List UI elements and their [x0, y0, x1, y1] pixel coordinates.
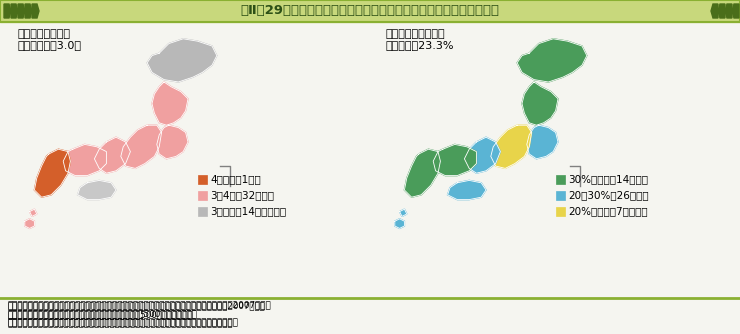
Polygon shape	[34, 149, 70, 197]
Polygon shape	[157, 125, 188, 159]
Text: 20%未満　（7都府県）: 20%未満 （7都府県）	[568, 206, 648, 216]
Polygon shape	[11, 4, 18, 18]
Text: 注：１）完全給食を実施する公立小・中学校のうち、約500校を対象に実施: 注：１）完全給食を実施する公立小・中学校のうち、約500校を対象に実施	[8, 310, 194, 319]
Polygon shape	[491, 125, 531, 168]
Polygon shape	[152, 82, 188, 125]
Text: 20〜30%（26府県）: 20〜30%（26府県）	[568, 190, 649, 200]
Polygon shape	[448, 180, 486, 200]
Polygon shape	[63, 144, 107, 176]
Polygon shape	[517, 39, 587, 82]
Text: ２）使用割合は、学校給食に使用した食品数のうち、地域の食品数の割合（食材数ベース）: ２）使用割合は、学校給食に使用した食品数のうち、地域の食品数の割合（食材数ベース…	[8, 318, 239, 327]
Polygon shape	[25, 219, 34, 228]
Bar	[556, 175, 565, 184]
Text: 30%超　　（14道県）: 30%超 （14道県）	[568, 174, 648, 184]
Polygon shape	[522, 82, 558, 125]
Polygon shape	[465, 137, 500, 173]
Text: ２）使用割合は、学校給食に使用した食品数のうち、地域の食品数の割合（食材数ベース）: ２）使用割合は、学校給食に使用した食品数のうち、地域の食品数の割合（食材数ベース…	[8, 319, 234, 328]
Bar	[198, 207, 207, 216]
Polygon shape	[121, 125, 161, 168]
Polygon shape	[718, 4, 725, 18]
Bar	[198, 175, 207, 184]
Polygon shape	[25, 4, 32, 18]
Text: 3回未満（14都道府県）: 3回未満（14都道府県）	[210, 206, 286, 216]
Text: 全国平均　23.3%: 全国平均 23.3%	[385, 40, 454, 50]
Text: 資料：文部科学省「米飯給食実施状況調査」、「学校給食における地場産物の活用状況調査」（2007年度）: 資料：文部科学省「米飯給食実施状況調査」、「学校給食における地場産物の活用状況調…	[8, 301, 266, 310]
Polygon shape	[725, 4, 732, 18]
Text: 注：１）完全給食を実施する公立小・中学校のうち、約500校を対象に実施: 注：１）完全給食を実施する公立小・中学校のうち、約500校を対象に実施	[8, 309, 198, 318]
Text: 図Ⅱ－29　学校給食における米飯給食の実施と地域の産物の活用状況: 図Ⅱ－29 学校給食における米飯給食の実施と地域の産物の活用状況	[240, 4, 500, 17]
Bar	[198, 191, 207, 200]
Text: 地域の産物の活用率: 地域の産物の活用率	[385, 29, 445, 39]
Polygon shape	[18, 4, 25, 18]
Polygon shape	[147, 39, 217, 82]
Polygon shape	[400, 209, 407, 216]
Text: 全国平均　週3.0回: 全国平均 週3.0回	[18, 40, 82, 50]
Text: 米飯給食実施回数: 米飯給食実施回数	[18, 29, 71, 39]
Bar	[0, 0, 740, 22]
Text: 3〜4回（32府県）: 3〜4回（32府県）	[210, 190, 274, 200]
Polygon shape	[78, 180, 116, 200]
Bar	[556, 207, 565, 216]
Polygon shape	[4, 4, 11, 18]
Polygon shape	[711, 4, 718, 18]
Polygon shape	[95, 137, 130, 173]
Polygon shape	[32, 4, 39, 18]
Bar	[0, 0, 740, 22]
Polygon shape	[395, 219, 404, 228]
Polygon shape	[732, 4, 739, 18]
Text: 資料：文部科学省「米飯給食実施状況調査」、「学校給食における地場産物の活用状況調査」（2007年度）: 資料：文部科学省「米飯給食実施状況調査」、「学校給食における地場産物の活用状況調…	[8, 300, 272, 309]
Bar	[556, 191, 565, 200]
Polygon shape	[433, 144, 477, 176]
Text: 4回　　（1県）: 4回 （1県）	[210, 174, 260, 184]
Polygon shape	[527, 125, 558, 159]
Polygon shape	[404, 149, 440, 197]
Polygon shape	[30, 209, 37, 216]
